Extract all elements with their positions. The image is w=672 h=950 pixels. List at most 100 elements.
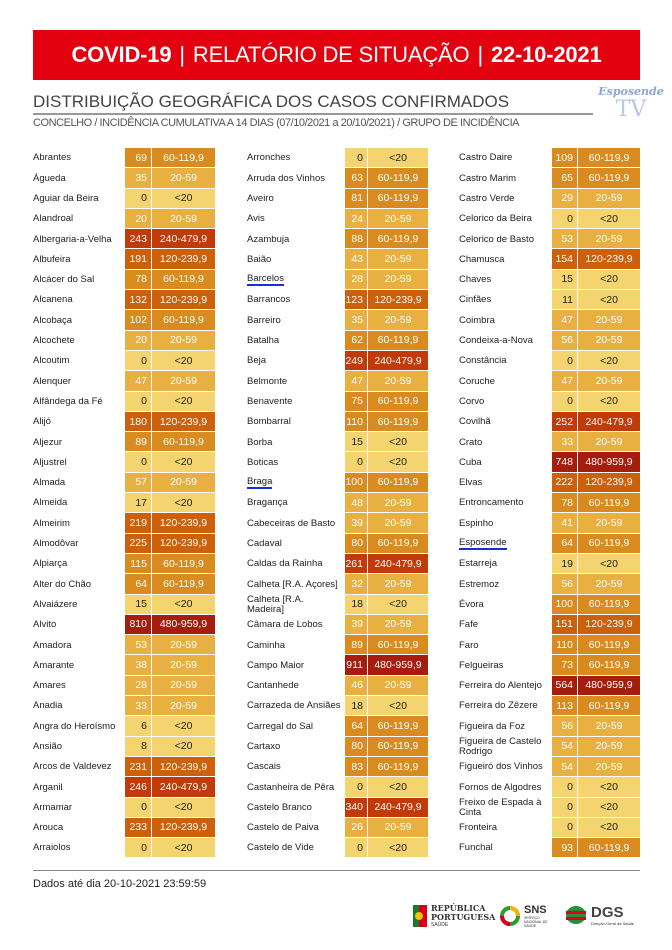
incidence-group: <20 bbox=[368, 432, 428, 452]
municipality-row: Belmonte 47 20-59 bbox=[247, 371, 428, 391]
incidence-group: 20-59 bbox=[368, 371, 428, 391]
dgs-logo: DGS Direção-Geral da Saúde bbox=[565, 904, 634, 926]
incidence-value: 54 bbox=[552, 736, 578, 756]
incidence-value: 0 bbox=[552, 208, 578, 229]
incidence-group: 60-119,9 bbox=[368, 533, 428, 553]
incidence-value: 75 bbox=[345, 391, 368, 411]
municipality-name: Coruche bbox=[459, 375, 495, 387]
municipality-row: Aveiro 81 60-119,9 bbox=[247, 188, 428, 209]
municipality-row: Arouca 233 120-239,9 bbox=[33, 817, 215, 838]
municipality-row: Celorico de Basto 53 20-59 bbox=[459, 229, 640, 249]
incidence-group: 20-59 bbox=[578, 716, 640, 736]
municipality-name: Barcelos bbox=[247, 274, 284, 287]
municipality-row: Borba 15 <20 bbox=[247, 432, 428, 452]
municipality-row: Corvo 0 <20 bbox=[459, 391, 640, 412]
municipality-row: Alvaiázere 15 <20 bbox=[33, 594, 215, 615]
municipality-name: Alcochete bbox=[33, 335, 75, 347]
incidence-value: 109 bbox=[552, 148, 578, 168]
municipality-row: Figueiró dos Vinhos 54 20-59 bbox=[459, 756, 640, 777]
incidence-value: 132 bbox=[125, 290, 152, 310]
incidence-group: 20-59 bbox=[578, 371, 640, 391]
municipality-name: Ansião bbox=[33, 741, 63, 752]
watermark-line2: TV bbox=[615, 97, 647, 122]
municipality-row: Alcobaça 102 60-119,9 bbox=[33, 310, 215, 330]
municipality-name: Baião bbox=[247, 253, 272, 265]
incidence-value: 53 bbox=[125, 635, 152, 655]
municipality-name: Fronteira bbox=[459, 822, 498, 834]
municipality-name: Carrazeda de Ansiães bbox=[247, 700, 341, 712]
municipality-row: Fornos de Algodres 0 <20 bbox=[459, 777, 640, 797]
municipality-name: Ferreira do Alentejo bbox=[459, 680, 542, 692]
incidence-value: 0 bbox=[125, 838, 152, 858]
incidence-group: 60-119,9 bbox=[578, 168, 640, 188]
municipality-row: Évora 100 60-119,9 bbox=[459, 594, 640, 615]
incidence-value: 233 bbox=[125, 817, 152, 838]
municipality-row: Bombarral 110 60-119,9 bbox=[247, 411, 428, 432]
municipality-row: Bragança 48 20-59 bbox=[247, 493, 428, 513]
incidence-group: 60-119,9 bbox=[578, 493, 640, 513]
municipality-name: Felgueiras bbox=[459, 659, 504, 671]
municipality-name: Alcácer do Sal bbox=[33, 274, 95, 286]
municipality-name: Alijó bbox=[33, 416, 51, 428]
municipality-row: Castro Marim 65 60-119,9 bbox=[459, 168, 640, 188]
municipality-name: Arouca bbox=[33, 822, 64, 834]
municipality-name: Faro bbox=[459, 639, 479, 651]
municipality-name: Celorico da Beira bbox=[459, 213, 532, 225]
municipality-name: Cinfães bbox=[459, 294, 492, 306]
incidence-value: 56 bbox=[552, 574, 578, 594]
municipality-column-3: Castro Daire 109 60-119,9 Castro Marim 65 60-… bbox=[459, 148, 640, 858]
municipality-row: Fafe 151 120-239,9 bbox=[459, 614, 640, 635]
incidence-group: 60-119,9 bbox=[368, 391, 428, 411]
municipality-name: Câmara de Lobos bbox=[247, 619, 323, 631]
incidence-group: <20 bbox=[152, 594, 215, 614]
municipality-row: Calheta [R.A. Madeira] 18 <20 bbox=[247, 594, 428, 615]
municipality-row: Almodôvar 225 120-239,9 bbox=[33, 533, 215, 554]
municipality-name: Fornos de Algodres bbox=[459, 781, 542, 793]
municipality-row: Alpiarça 115 60-119,9 bbox=[33, 553, 215, 574]
incidence-group: <20 bbox=[152, 736, 215, 756]
municipality-name: Benavente bbox=[247, 395, 293, 407]
banner-covid: COVID-19 bbox=[71, 42, 172, 67]
municipality-name: Bombarral bbox=[247, 416, 291, 428]
municipality-row: Barreiro 35 20-59 bbox=[247, 310, 428, 330]
incidence-group: <20 bbox=[578, 817, 640, 838]
incidence-value: 80 bbox=[345, 736, 368, 756]
municipality-row: Alvito 810 480-959,9 bbox=[33, 614, 215, 635]
incidence-group: 120-239,9 bbox=[152, 817, 215, 838]
municipality-name: Amadora bbox=[33, 639, 72, 651]
incidence-value: 39 bbox=[345, 513, 368, 533]
municipality-row: Carrazeda de Ansiães 18 <20 bbox=[247, 696, 428, 716]
incidence-group: 20-59 bbox=[152, 635, 215, 655]
municipality-row: Caldas da Rainha 261 240-479,9 bbox=[247, 553, 428, 574]
municipality-name: Almeirim bbox=[33, 517, 70, 529]
incidence-group: 60-119,9 bbox=[368, 188, 428, 208]
data-date: Dados até dia 20-10-2021 23:59:59 bbox=[33, 878, 207, 890]
incidence-value: 47 bbox=[552, 371, 578, 391]
incidence-value: 62 bbox=[345, 330, 368, 350]
incidence-group: 20-59 bbox=[368, 817, 428, 838]
incidence-value: 0 bbox=[345, 777, 368, 797]
incidence-group: 60-119,9 bbox=[152, 553, 215, 574]
incidence-value: 748 bbox=[552, 452, 578, 472]
municipality-row: Esposende 64 60-119,9 bbox=[459, 533, 640, 554]
incidence-group: 20-59 bbox=[578, 574, 640, 594]
municipality-name: Arcos de Valdevez bbox=[33, 761, 112, 773]
incidence-value: 93 bbox=[552, 838, 578, 858]
municipality-row: Angra do Heroísmo 6 <20 bbox=[33, 716, 215, 736]
incidence-value: 29 bbox=[552, 188, 578, 208]
municipality-name: Campo Maior bbox=[247, 659, 305, 671]
municipality-row: Amares 28 20-59 bbox=[33, 675, 215, 696]
municipality-row: Coimbra 47 20-59 bbox=[459, 310, 640, 330]
incidence-value: 39 bbox=[345, 614, 368, 635]
municipality-name: Alfândega da Fé bbox=[33, 395, 103, 407]
municipality-name: Figueira da Foz bbox=[459, 720, 526, 732]
incidence-group: 20-59 bbox=[368, 249, 428, 269]
incidence-value: 0 bbox=[552, 797, 578, 817]
municipality-name: Calheta [R.A. Açores] bbox=[247, 578, 338, 590]
incidence-value: 564 bbox=[552, 675, 578, 696]
municipality-row: Batalha 62 60-119,9 bbox=[247, 330, 428, 351]
incidence-value: 89 bbox=[125, 432, 152, 452]
municipality-name: Caldas da Rainha bbox=[247, 558, 323, 570]
municipality-row: Almada 57 20-59 bbox=[33, 472, 215, 493]
incidence-group: 20-59 bbox=[578, 229, 640, 249]
